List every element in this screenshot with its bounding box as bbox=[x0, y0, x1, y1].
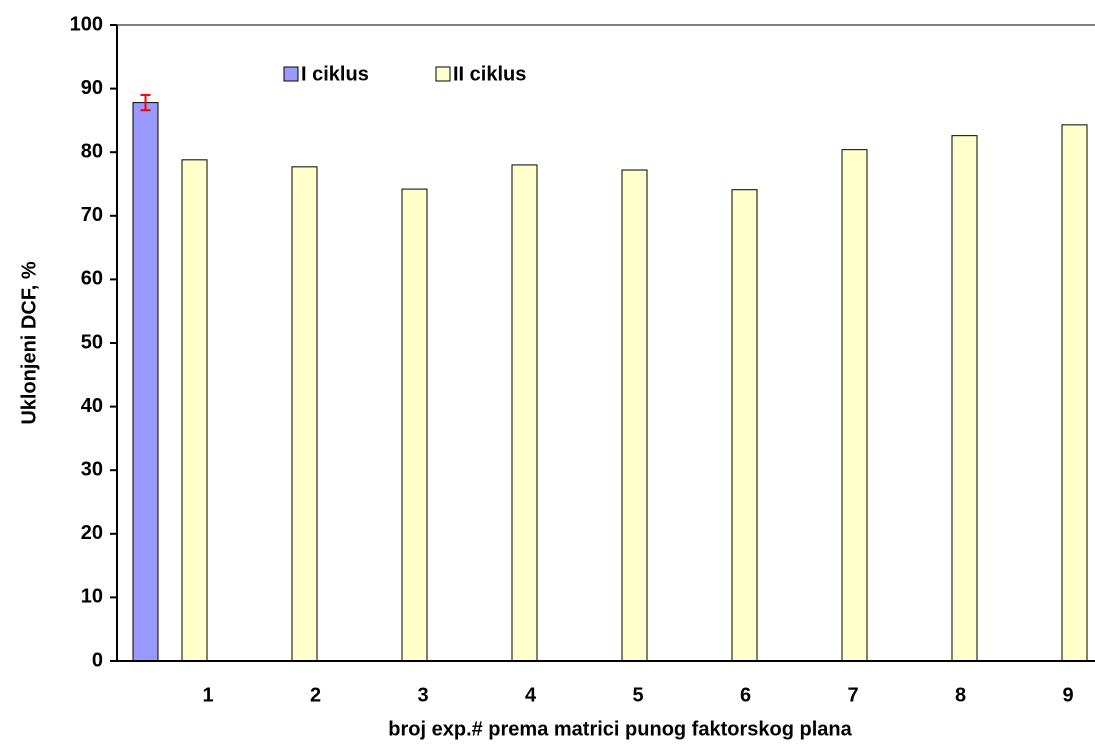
x-tick-label: 2 bbox=[310, 684, 321, 706]
y-axis-label: Uklonjeni DCF, % bbox=[18, 261, 40, 425]
x-axis-label: broj exp.# prema matrici punog faktorsko… bbox=[388, 718, 852, 740]
bar bbox=[401, 188, 428, 662]
x-tick-label: 4 bbox=[525, 684, 537, 706]
x-tick-label: 5 bbox=[632, 684, 643, 706]
y-tick-label: 90 bbox=[81, 77, 103, 99]
y-tick-label: 30 bbox=[81, 458, 103, 480]
y-tick-label: 60 bbox=[81, 268, 103, 290]
bar bbox=[731, 189, 758, 662]
bar bbox=[951, 135, 978, 662]
legend-swatch bbox=[435, 66, 451, 82]
bar bbox=[1061, 124, 1088, 662]
x-tick-label: 6 bbox=[740, 684, 751, 706]
bar bbox=[181, 159, 208, 662]
y-tick-label: 40 bbox=[81, 395, 103, 417]
y-tick-label: 70 bbox=[81, 204, 103, 226]
x-tick-label: 7 bbox=[847, 684, 858, 706]
bar bbox=[621, 169, 648, 662]
x-tick-label: 9 bbox=[1062, 684, 1073, 706]
y-tick-label: 80 bbox=[81, 140, 103, 162]
bar bbox=[511, 164, 538, 662]
y-tick-label: 100 bbox=[70, 13, 103, 35]
x-tick-label: 3 bbox=[417, 684, 428, 706]
legend-swatch bbox=[283, 66, 299, 82]
bar bbox=[291, 166, 318, 662]
legend-label: I ciklus bbox=[301, 63, 369, 85]
y-tick-label: 50 bbox=[81, 331, 103, 353]
y-tick-label: 0 bbox=[92, 649, 103, 671]
legend-label: II ciklus bbox=[453, 63, 526, 85]
y-tick-label: 20 bbox=[81, 522, 103, 544]
bar bbox=[841, 149, 868, 662]
y-tick-label: 10 bbox=[81, 586, 103, 608]
x-tick-label: 1 bbox=[202, 684, 213, 706]
bar bbox=[132, 102, 159, 662]
x-tick-label: 8 bbox=[955, 684, 966, 706]
